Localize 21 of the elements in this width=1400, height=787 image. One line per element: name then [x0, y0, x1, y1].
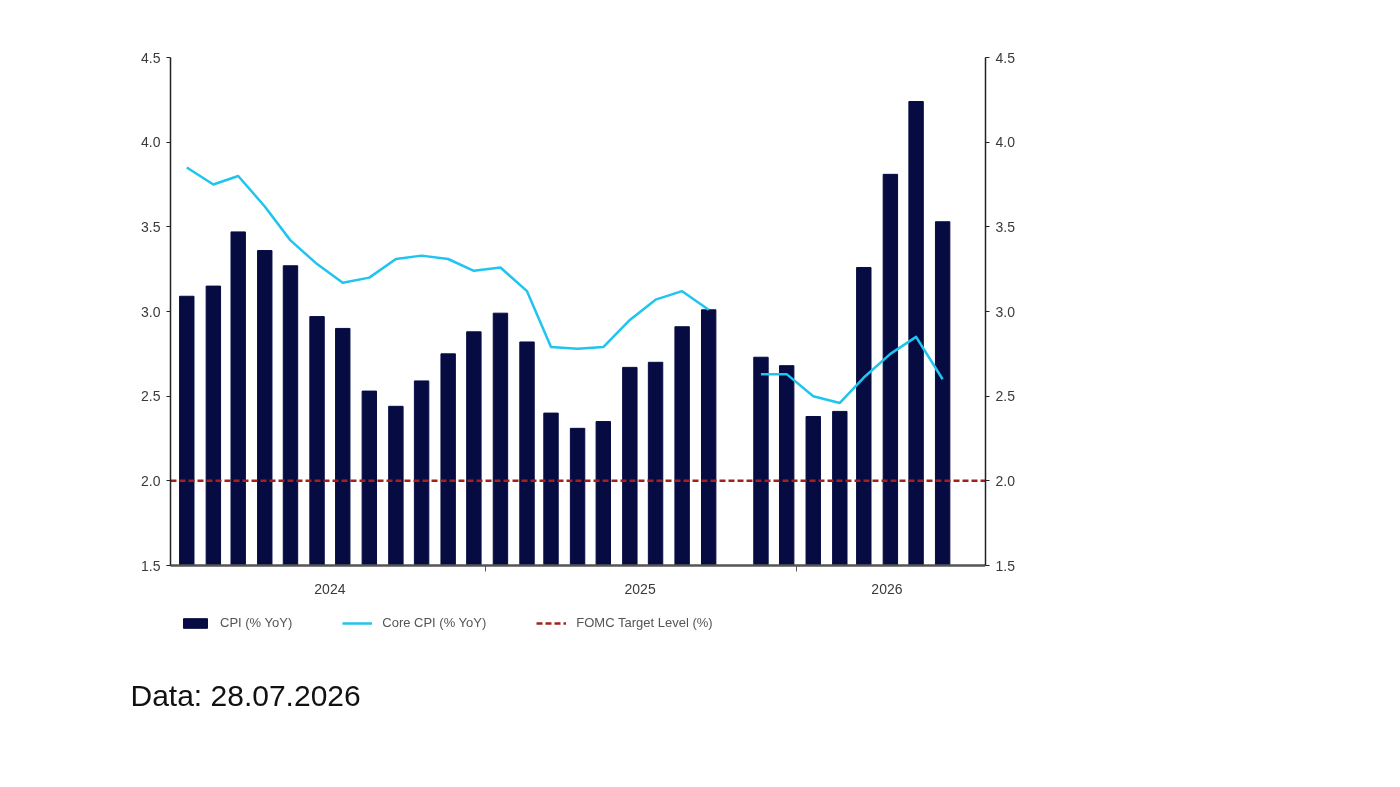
- y-tick-label: 3.0: [141, 303, 161, 320]
- legend-label: Core CPI (% YoY): [382, 615, 487, 630]
- y-tick-label: 4.5: [141, 49, 161, 66]
- y-tick-label: 3.5: [141, 218, 161, 235]
- y2-tick-label: 3.5: [995, 218, 1016, 235]
- y-tick-label: 4.0: [141, 134, 161, 151]
- y2-tick-label: 3.0: [995, 303, 1016, 320]
- y2-tick-label: 2.5: [995, 388, 1016, 405]
- y2-tick-label: 1.5: [995, 557, 1016, 574]
- x-tick-label: 2025: [624, 580, 656, 597]
- y-tick-label: 2.0: [141, 472, 161, 489]
- y2-tick-label: 4.5: [995, 49, 1016, 66]
- text: Data: 28.07.2026: [130, 679, 361, 712]
- x-tick-label: 2026: [871, 580, 903, 597]
- legend-label: CPI (% YoY): [220, 615, 293, 630]
- y-tick-label: 1.5: [141, 557, 161, 574]
- y2-tick-label: 2.0: [995, 472, 1016, 489]
- x-tick-label: 2024: [314, 580, 346, 597]
- legend-label: FOMC Target Level (%): [576, 615, 713, 630]
- y-tick-label: 2.5: [141, 388, 161, 405]
- y2-tick-label: 4.0: [995, 134, 1016, 151]
